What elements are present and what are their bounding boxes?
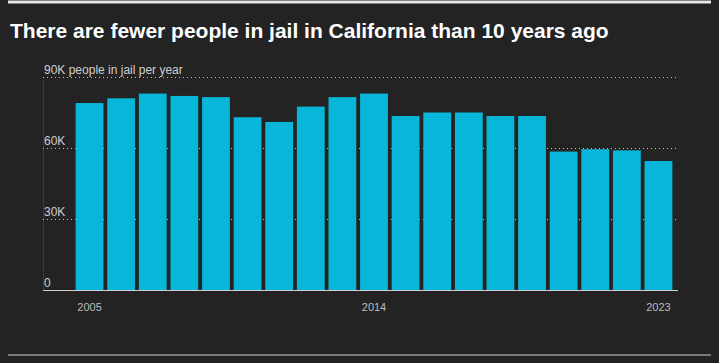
bar <box>360 94 388 290</box>
y-tick-label: 90K people in jail per year <box>44 63 183 77</box>
bar <box>265 122 293 290</box>
bar <box>297 107 325 290</box>
background <box>0 0 719 363</box>
grid-line <box>43 77 678 78</box>
bar <box>487 116 515 290</box>
bar <box>76 103 104 290</box>
bar <box>613 150 641 290</box>
bar <box>234 117 262 290</box>
x-axis: 2005 2014 2023 <box>76 291 674 313</box>
top-rule <box>8 1 711 4</box>
y-tick-label: 30K <box>44 205 65 219</box>
x-tick: 2014 <box>362 301 386 313</box>
bar <box>581 149 609 290</box>
bar <box>518 116 546 290</box>
bar <box>170 96 198 290</box>
y-axis: 0 30K 60K 90K people in jail per year <box>43 63 678 291</box>
chart: There are fewer people in jail in Califo… <box>0 0 719 363</box>
bar <box>550 152 578 290</box>
title: There are fewer people in jail in Califo… <box>10 19 609 42</box>
bar <box>139 94 167 290</box>
bar <box>107 98 135 290</box>
bottom-rule <box>8 355 711 356</box>
bar <box>202 97 230 290</box>
bar <box>328 97 356 290</box>
bar <box>455 113 483 291</box>
x-tick-label: 2023 <box>646 301 670 313</box>
x-tick: 2005 <box>77 301 101 313</box>
bar <box>392 116 420 290</box>
x-tick-label: 2014 <box>362 301 386 313</box>
y-tick: 90K people in jail per year <box>43 63 678 78</box>
bars <box>76 94 673 290</box>
y-axis-line <box>43 78 44 291</box>
bar <box>423 113 451 291</box>
y-tick-label: 60K <box>44 134 65 148</box>
x-axis-line <box>76 290 674 291</box>
bar <box>645 161 673 290</box>
y-tick-label: 0 <box>44 276 51 290</box>
x-tick: 2023 <box>646 301 670 313</box>
baseline <box>43 290 678 291</box>
x-tick-label: 2005 <box>77 301 101 313</box>
